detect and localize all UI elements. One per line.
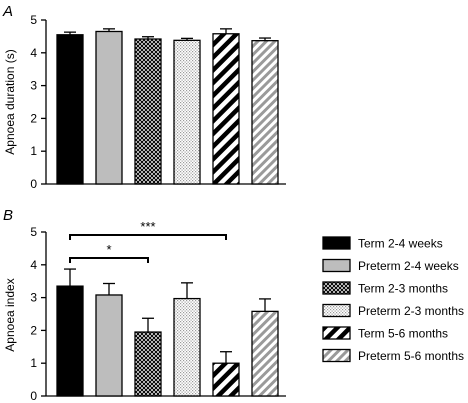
- legend-swatch: [322, 236, 351, 250]
- y-tick-label: 2: [30, 323, 37, 337]
- y-tick-label: 0: [30, 177, 37, 191]
- panel-a: A Apnoea duration (s) 0 1 2 3 4 5: [2, 3, 286, 191]
- bar: [95, 294, 123, 397]
- significance-bracket: [69, 257, 149, 263]
- y-tick-label: 1: [30, 356, 37, 370]
- bar: [173, 297, 201, 397]
- legend-swatch: [322, 348, 351, 363]
- bars-a: [56, 28, 279, 185]
- legend-swatch: [322, 258, 351, 273]
- legend-swatch: [322, 281, 351, 295]
- significance-label: *: [106, 242, 111, 257]
- y-tick-label: 5: [30, 225, 37, 239]
- panel-letter-a: A: [2, 3, 13, 20]
- y-axis-label-b: Apnoea index: [3, 278, 17, 351]
- y-axis-label-a: Apnoea duration (s): [3, 49, 17, 154]
- bar: [212, 362, 240, 397]
- y-tick-label: 1: [30, 144, 37, 158]
- legend-label: Term 2-4 weeks: [358, 237, 443, 251]
- y-tick-label: 2: [30, 111, 37, 125]
- significance-label: ***: [140, 219, 155, 234]
- bar: [251, 310, 279, 397]
- panel-letter-b: B: [3, 207, 13, 224]
- bars-b: [56, 268, 279, 397]
- y-tick-label: 4: [30, 46, 37, 60]
- y-tick-label: 4: [30, 258, 37, 272]
- bar: [134, 331, 162, 397]
- bar: [56, 34, 84, 185]
- significance-brackets: ****: [69, 219, 227, 263]
- legend-label: Term 2-3 months: [358, 282, 448, 296]
- legend-swatch: [322, 326, 351, 340]
- legend-label: Preterm 5-6 months: [358, 349, 464, 363]
- y-tick-label: 5: [30, 13, 37, 27]
- legend-label: Preterm 2-4 weeks: [358, 259, 459, 273]
- bar: [173, 39, 201, 185]
- bar: [212, 33, 240, 185]
- y-tick-label: 0: [30, 389, 37, 403]
- significance-bracket: [69, 234, 227, 240]
- legend-swatch: [322, 303, 351, 318]
- bar: [95, 30, 123, 185]
- legend: Term 2-4 weeks Preterm 2-4 weeks Term 2-3 …: [322, 236, 464, 363]
- legend-label: Term 5-6 months: [358, 327, 448, 341]
- y-tick-label: 3: [30, 79, 37, 93]
- bar: [251, 40, 279, 185]
- legend-label: Preterm 2-3 months: [358, 304, 464, 318]
- axes-b: 0 1 2 3 4 5: [30, 225, 286, 403]
- bar: [56, 285, 84, 397]
- y-tick-label: 3: [30, 291, 37, 305]
- axes-a: 0 1 2 3 4 5: [30, 13, 286, 191]
- bar: [134, 38, 162, 185]
